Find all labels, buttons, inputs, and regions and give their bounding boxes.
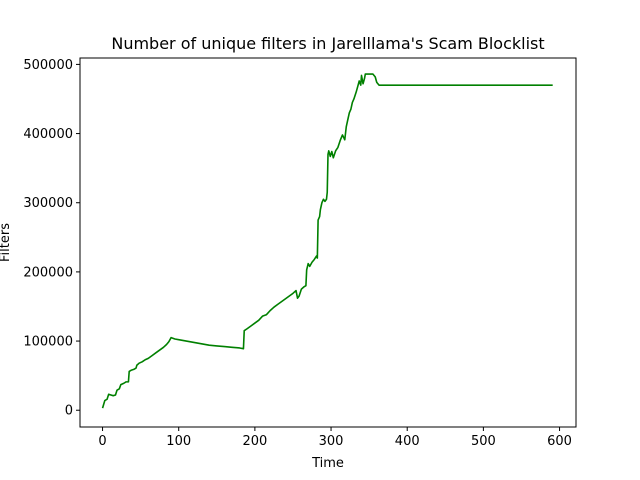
y-axis-title: Filters — [0, 223, 13, 262]
plot-layer — [101, 73, 553, 409]
x-tick-label: 400 — [395, 434, 420, 449]
y-tick-label: 200000 — [23, 265, 73, 280]
y-tick-label: 100000 — [23, 335, 73, 350]
y-tick-label: 0 — [65, 404, 73, 419]
x-tick-label: 200 — [242, 434, 267, 449]
y-tick-label: 400000 — [23, 127, 73, 142]
y-tick-label: 300000 — [23, 196, 73, 211]
x-axis-title: Time — [311, 456, 344, 471]
x-tick-label: 500 — [471, 434, 496, 449]
x-tick-label: 300 — [319, 434, 344, 449]
y-tick-label: 500000 — [23, 58, 73, 73]
chart-title: Number of unique filters in Jarelllama's… — [111, 34, 544, 53]
x-axis-ticks: 0 100 200 300 400 500 600 — [98, 427, 572, 449]
x-tick-label: 0 — [98, 434, 106, 449]
series-line-0 — [101, 73, 553, 409]
x-tick-label: 600 — [547, 434, 572, 449]
plot-frame — [79, 57, 577, 428]
y-axis-ticks: 0 100000 200000 300000 400000 500000 — [23, 58, 80, 419]
x-tick-label: 100 — [166, 434, 191, 449]
